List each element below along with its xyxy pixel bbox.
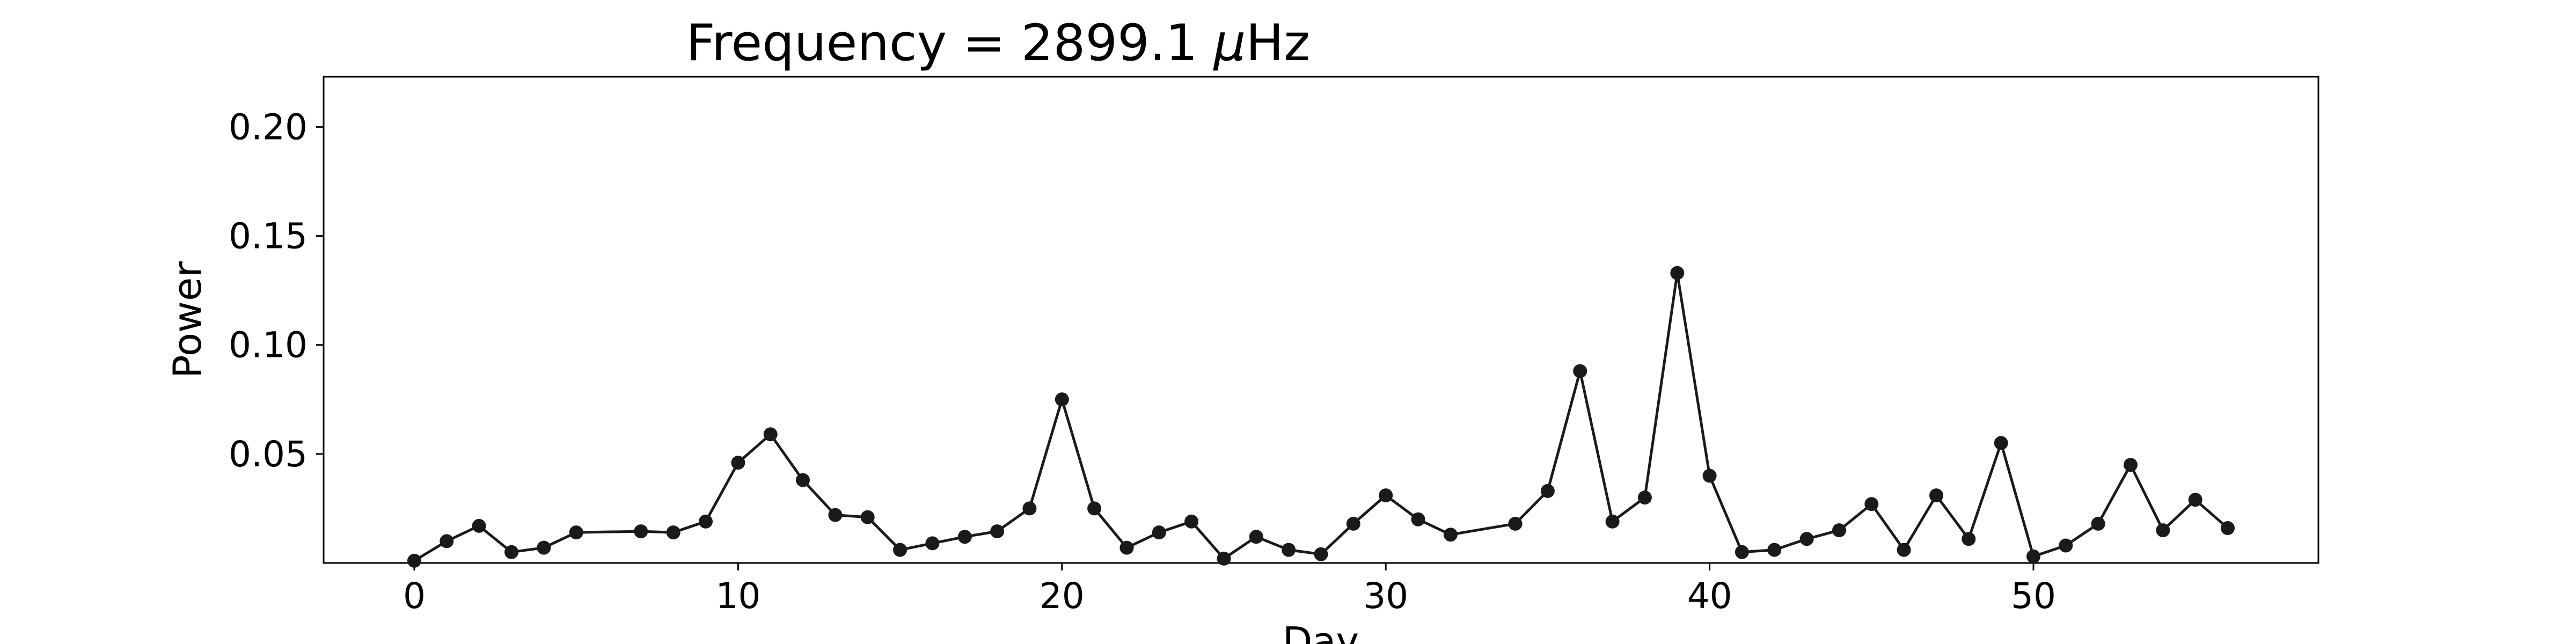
data-point (1735, 545, 1749, 559)
data-point (828, 508, 843, 522)
data-point (990, 524, 1005, 539)
data-point (1119, 540, 1134, 555)
x-tick-label: 50 (2011, 575, 2056, 617)
x-tick-label: 40 (1687, 575, 1732, 617)
title-mu-symbol: μ (1213, 14, 1246, 72)
data-point (1637, 491, 1652, 505)
data-point (925, 536, 940, 551)
data-point (1864, 497, 1879, 511)
y-tick-label: 0.10 (229, 325, 308, 366)
data-point (1411, 512, 1425, 526)
data-point (1443, 528, 1458, 542)
data-point (2091, 516, 2105, 531)
data-point (1605, 514, 1620, 529)
data-point (1152, 525, 1166, 540)
data-point (634, 524, 648, 539)
data-point (1379, 488, 1393, 503)
data-point (1962, 532, 1976, 546)
chart-title: Frequency = 2899.1 μHz (686, 14, 1311, 72)
data-point (1897, 543, 1911, 557)
data-point (1282, 543, 1296, 557)
data-point (1087, 501, 1102, 516)
data-point (1217, 551, 1231, 566)
data-point (407, 553, 421, 568)
y-axis-ticks: 0.05 0.10 0.15 0.20 (229, 106, 324, 475)
data-point (1055, 392, 1069, 407)
data-point (1022, 501, 1037, 516)
plot-frame (323, 76, 2319, 564)
data-point (1702, 469, 1717, 483)
data-point (440, 534, 454, 548)
data-point (2026, 549, 2040, 564)
data-point (1249, 530, 1263, 544)
data-point (1994, 436, 2008, 450)
data-point (2156, 523, 2170, 538)
data-point (1799, 532, 1814, 546)
data-point (731, 456, 745, 470)
data-point (472, 518, 486, 533)
data-point (2188, 493, 2202, 507)
data-point (1670, 266, 1685, 280)
data-point (1184, 514, 1199, 529)
data-point (860, 510, 875, 524)
data-point (1929, 488, 1943, 503)
data-point (1540, 484, 1555, 498)
data-point (957, 530, 972, 544)
x-tick-label: 30 (1363, 575, 1408, 617)
data-point (1832, 523, 1846, 538)
data-point (2221, 521, 2235, 535)
data-point (1508, 516, 1523, 531)
data-point (2059, 538, 2073, 553)
y-tick-label: 0.15 (229, 216, 308, 257)
data-point (1767, 543, 1782, 557)
y-tick-label: 0.20 (229, 106, 308, 148)
series-line (413, 272, 2229, 562)
x-axis-label: Day (1283, 619, 1359, 644)
x-tick-label: 10 (715, 575, 760, 617)
title-prefix: Frequency = 2899.1 (686, 14, 1214, 72)
data-point (569, 525, 583, 540)
data-point (796, 473, 810, 487)
title-unit: Hz (1246, 14, 1310, 72)
data-point (699, 514, 713, 529)
data-point (763, 427, 778, 442)
data-point (2124, 458, 2138, 472)
x-tick-label: 0 (403, 575, 426, 617)
y-tick-label: 0.05 (229, 434, 308, 475)
data-series (407, 266, 2235, 568)
data-point (504, 545, 518, 559)
data-point (1314, 547, 1328, 561)
data-point (1573, 364, 1587, 378)
data-point (893, 543, 908, 557)
y-axis-label: Power (165, 261, 210, 378)
x-tick-label: 20 (1040, 575, 1085, 617)
data-point (537, 540, 551, 555)
data-point (666, 525, 680, 540)
x-axis-ticks: 0 10 20 30 40 50 (403, 563, 2056, 617)
data-point (1346, 516, 1360, 531)
